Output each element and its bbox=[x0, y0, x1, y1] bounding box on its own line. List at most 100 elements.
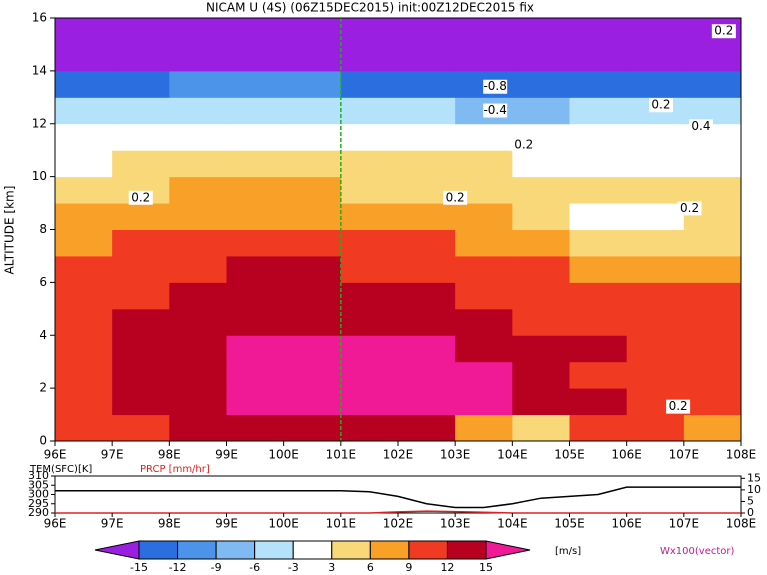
field-cell bbox=[512, 282, 570, 310]
field-cell bbox=[55, 282, 113, 310]
colorbar-box bbox=[446, 540, 487, 560]
sub-x-tick-label: 105E bbox=[554, 517, 585, 531]
field-cell bbox=[169, 282, 227, 310]
field-cell bbox=[55, 97, 113, 125]
field-cell bbox=[112, 123, 170, 151]
y-tick-label: 10 bbox=[32, 169, 47, 183]
field-cell bbox=[683, 255, 742, 283]
field-cell bbox=[169, 388, 227, 416]
field-cell bbox=[683, 282, 742, 310]
label-box bbox=[443, 190, 468, 205]
field-cell bbox=[169, 308, 227, 336]
field-cell bbox=[455, 282, 513, 310]
field-cell bbox=[283, 176, 342, 204]
field-cell bbox=[455, 150, 513, 178]
label-box bbox=[128, 190, 153, 205]
field-cell bbox=[283, 97, 342, 125]
field-cell bbox=[55, 308, 113, 336]
field-cell bbox=[283, 70, 342, 98]
y-axis-label: ALTITUDE [km] bbox=[3, 186, 17, 275]
sub-y2-tick-label: 0 bbox=[747, 506, 754, 519]
sub-line bbox=[55, 510, 741, 514]
field-cell bbox=[169, 203, 227, 230]
field-cell bbox=[112, 255, 170, 283]
field-cell bbox=[226, 150, 285, 178]
field-cell bbox=[55, 414, 113, 442]
field-cell bbox=[112, 150, 170, 178]
sub-y-label: TEM(SFC)[K] bbox=[29, 464, 92, 475]
x-tick-label: 104E bbox=[497, 448, 528, 462]
field-cell bbox=[283, 18, 342, 45]
field-cell bbox=[226, 308, 285, 336]
field-cell bbox=[626, 203, 685, 230]
field-cell bbox=[398, 255, 456, 283]
field-cell bbox=[398, 282, 456, 310]
field-cell bbox=[226, 97, 285, 125]
sub-x-tick-label: 98E bbox=[158, 517, 181, 531]
field-cell bbox=[683, 388, 742, 416]
field-cell bbox=[569, 150, 628, 178]
contour-label: -0.8 bbox=[483, 79, 506, 93]
field-cell bbox=[340, 123, 399, 151]
y-tick-label: 12 bbox=[32, 116, 47, 130]
x-tick-label: 108E bbox=[726, 448, 757, 462]
field-cell bbox=[55, 203, 113, 230]
field-cell bbox=[112, 203, 170, 230]
chart-title: NICAM U (4S) (06Z15DEC2015) init:00Z12DE… bbox=[206, 1, 534, 15]
field-cell bbox=[283, 123, 342, 151]
sub-y2-label: PRCP [mm/hr] bbox=[140, 464, 210, 475]
field-cell bbox=[398, 361, 456, 389]
field-cell bbox=[398, 44, 456, 72]
field-cell bbox=[340, 255, 399, 283]
field-cell bbox=[226, 123, 285, 151]
field-cell bbox=[169, 123, 227, 151]
colorbar-label: -12 bbox=[169, 561, 187, 574]
field-cell bbox=[569, 255, 628, 283]
field-cell bbox=[455, 123, 513, 151]
y-tick-label: 4 bbox=[39, 328, 47, 342]
y-tick-label: 14 bbox=[32, 63, 47, 77]
x-tick-label: 101E bbox=[326, 448, 357, 462]
sub-y-tick-label: 310 bbox=[28, 469, 49, 482]
colorbar-box bbox=[408, 540, 448, 560]
vector-label: Wx100(vector) bbox=[660, 546, 735, 557]
field-cell bbox=[283, 203, 342, 230]
field-cell bbox=[169, 70, 227, 98]
field-cell bbox=[340, 18, 399, 45]
field-cell bbox=[169, 176, 227, 204]
field-cell bbox=[55, 229, 113, 257]
field-cell bbox=[569, 308, 628, 336]
field-cell bbox=[455, 18, 513, 45]
contour-label: 0.2 bbox=[680, 201, 699, 215]
field-cell bbox=[626, 150, 685, 178]
field-cell bbox=[569, 123, 628, 151]
sub-x-tick-label: 107E bbox=[669, 517, 700, 531]
field-cell bbox=[340, 229, 399, 257]
field-cell bbox=[169, 150, 227, 178]
field-cell bbox=[569, 229, 628, 257]
field-cell bbox=[226, 361, 285, 389]
sub-line bbox=[55, 486, 741, 509]
field-cell bbox=[340, 282, 399, 310]
field-cell bbox=[112, 229, 170, 257]
field-cell bbox=[340, 70, 399, 98]
label-box bbox=[483, 79, 508, 94]
field-cell bbox=[55, 150, 113, 178]
field-cell bbox=[55, 255, 113, 283]
colorbar-tri bbox=[485, 540, 531, 560]
field-cell bbox=[683, 335, 742, 363]
label-box bbox=[483, 103, 508, 118]
colorbar-label: -6 bbox=[249, 561, 260, 574]
field-cell bbox=[226, 70, 285, 98]
field-cell bbox=[626, 361, 685, 389]
field-cell bbox=[626, 18, 685, 45]
field-cell bbox=[283, 229, 342, 257]
label-box bbox=[711, 24, 736, 39]
field-cell bbox=[569, 388, 628, 416]
field-cell bbox=[398, 335, 456, 363]
field-cell bbox=[569, 44, 628, 72]
colorbar-box bbox=[292, 540, 333, 560]
x-tick-label: 105E bbox=[554, 448, 585, 462]
field-cell bbox=[569, 335, 628, 363]
